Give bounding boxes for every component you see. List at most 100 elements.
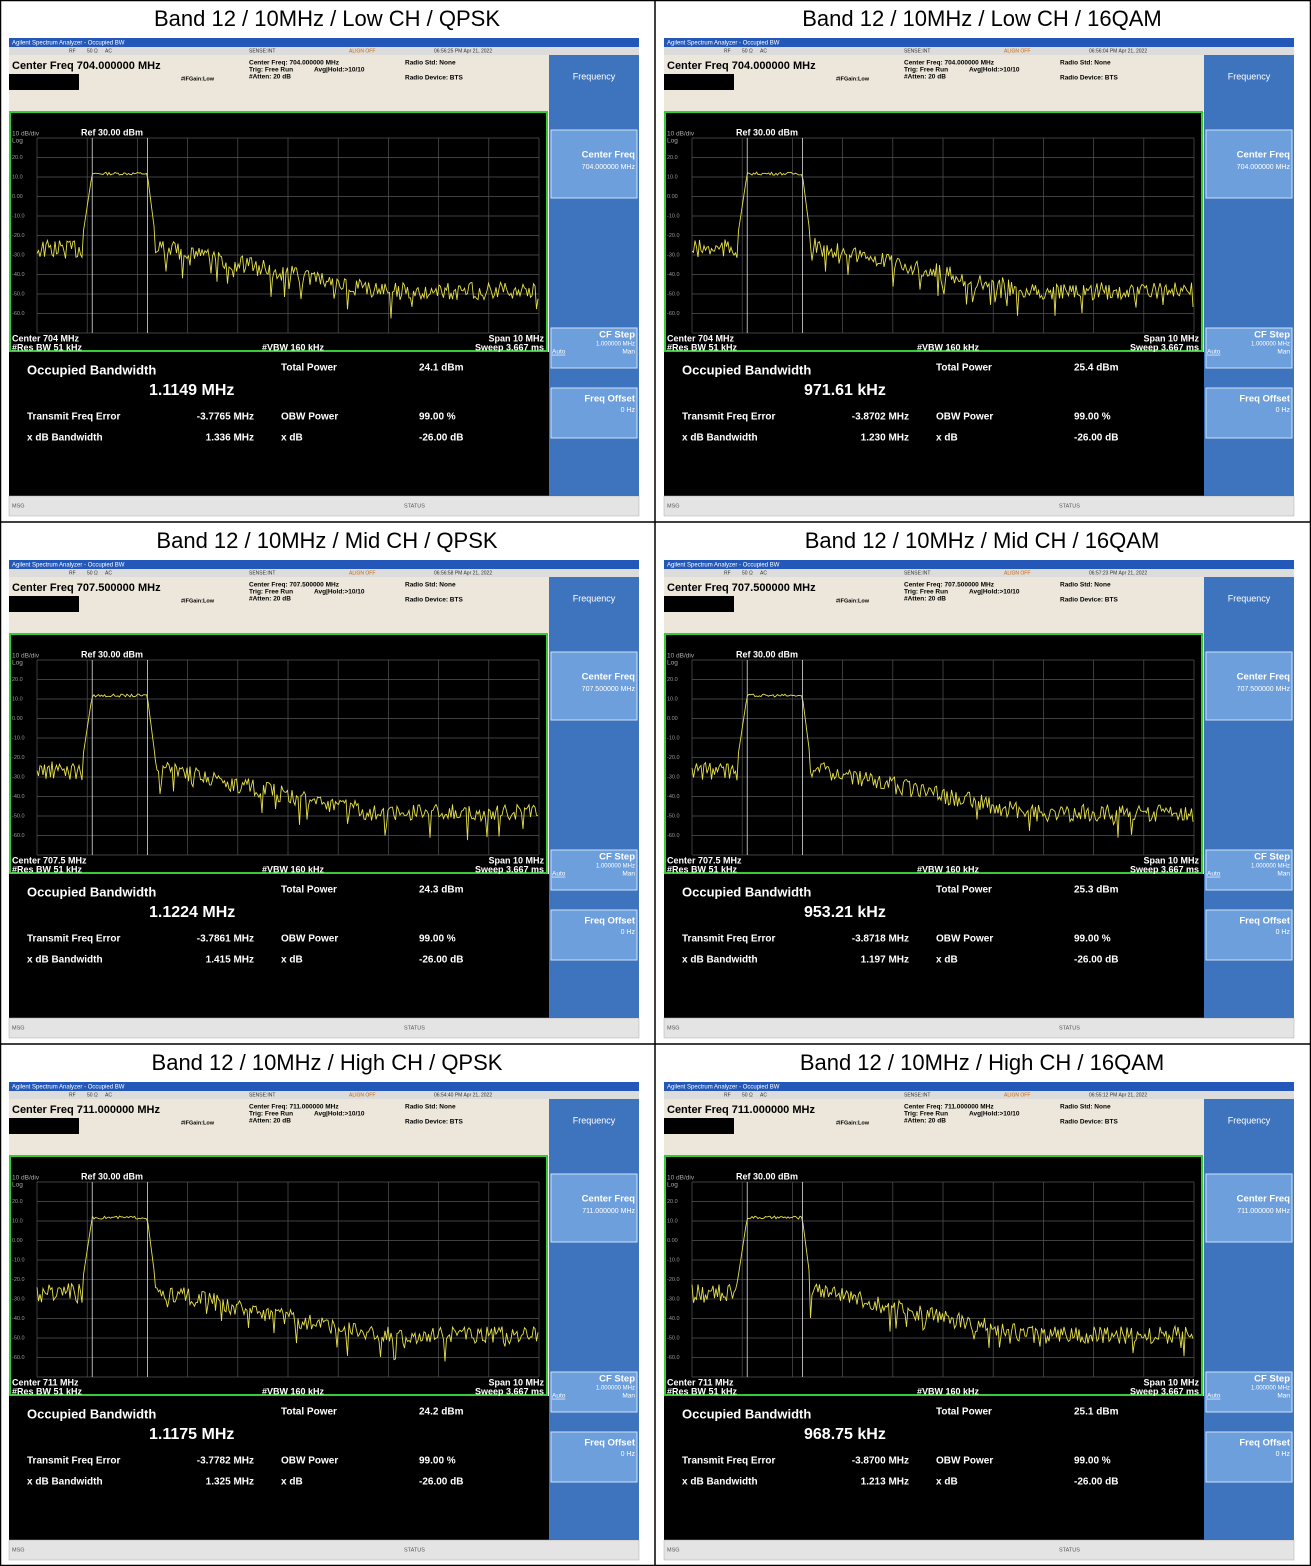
y-tick-label: 0.00 (12, 194, 23, 200)
softkey-freq-offset-value: 0 Hz (1276, 929, 1291, 936)
y-tick-label: 10.0 (12, 1218, 23, 1224)
obw-power-label: OBW Power (281, 1456, 338, 1467)
center-freq-entry (9, 74, 79, 90)
center-freq-entry (9, 596, 79, 612)
cell-caption: Band 12 / 10MHz / Mid CH / 16QAM (805, 528, 1160, 553)
align-label: ALIGN OFF (1004, 570, 1030, 576)
xdb-bw-label: x dB Bandwidth (27, 1477, 103, 1488)
ifgain-label: #IFGain:Low (836, 598, 870, 604)
y-tick-label: 20.0 (12, 155, 23, 161)
freq-error-label: Transmit Freq Error (682, 934, 775, 945)
msg-label: MSG (12, 1547, 25, 1553)
report-table: Band 12 / 10MHz / Low CH / QPSKAgilent S… (0, 0, 1311, 1566)
y-tick-label: -10.0 (12, 1257, 25, 1263)
xdb-bw-label: x dB Bandwidth (682, 1477, 758, 1488)
ifgain-label: #IFGain:Low (181, 598, 215, 604)
total-power-value: 24.1 dBm (419, 363, 464, 374)
xdb-label: x dB (936, 1477, 958, 1488)
freq-error-label: Transmit Freq Error (27, 1456, 120, 1467)
timestamp: 06:56:25 PM Apr 21, 2022 (434, 48, 492, 54)
freq-error-label: Transmit Freq Error (682, 412, 775, 423)
xdb-bw-label: x dB Bandwidth (27, 433, 103, 444)
scale-label: 10 dB/div (12, 131, 40, 138)
analyzer-screenshot: Agilent Spectrum Analyzer - Occupied BWR… (9, 38, 639, 516)
scale-label: 10 dB/div (12, 653, 40, 660)
softkey-freq-offset-value: 0 Hz (621, 407, 636, 414)
sweep-label: Sweep 3.667 ms (475, 1386, 544, 1396)
y-tick-label: -50.0 (667, 813, 680, 819)
softkey-freq-offset: Freq Offset (1239, 1438, 1291, 1449)
softkey-auto: Auto (1207, 871, 1221, 878)
radio-std: Radio Std: None (405, 60, 456, 67)
y-tick-label: -20.0 (12, 233, 25, 239)
total-power-label: Total Power (281, 885, 337, 896)
log-label: Log (12, 138, 23, 145)
xdb-bw-value: 1.197 MHz (861, 955, 909, 966)
atten-label: #Atten: 20 dB (249, 596, 291, 603)
trig-label: Trig: Free Run (249, 589, 293, 596)
vbw-label: #VBW 160 kHz (262, 864, 325, 874)
softkey-center-freq-value: 704.000000 MHz (1237, 164, 1291, 171)
softkey-menu: Frequency (573, 71, 616, 81)
xdb-value: -26.00 dB (419, 1477, 463, 1488)
sweep-label: Sweep 3.667 ms (475, 342, 544, 352)
occupied-bw-value: 1.1175 MHz (149, 1426, 234, 1443)
y-tick-label: -30.0 (667, 774, 680, 780)
softkey-freq-offset: Freq Offset (584, 1438, 636, 1449)
y-tick-label: 0.00 (667, 194, 678, 200)
xdb-value: -26.00 dB (1074, 433, 1118, 444)
softkey-center-freq-value: 707.500000 MHz (582, 686, 636, 693)
xdb-value: -26.00 dB (419, 955, 463, 966)
status-label: STATUS (1059, 1547, 1080, 1553)
center-freq-entry (664, 74, 734, 90)
softkey-man: Man (622, 871, 635, 878)
sweep-label: Sweep 3.667 ms (1130, 342, 1199, 352)
ref-label: Ref 30.00 dBm (736, 127, 798, 137)
msg-label: MSG (12, 503, 25, 509)
center-freq-entry (664, 1118, 734, 1134)
sense-label: SENSE:INT (249, 48, 275, 54)
xdb-label: x dB (281, 1477, 303, 1488)
log-label: Log (667, 138, 678, 145)
coupling-label: AC (105, 570, 112, 576)
total-power-value: 25.3 dBm (1074, 885, 1119, 896)
obw-power-label: OBW Power (936, 934, 993, 945)
freq-error-label: Transmit Freq Error (27, 934, 120, 945)
scale-label: 10 dB/div (12, 1175, 40, 1182)
y-tick-label: -40.0 (12, 272, 25, 278)
total-power-value: 24.3 dBm (419, 885, 464, 896)
softkey-cf-step-value: 1.000000 MHz (596, 864, 635, 870)
status-label: STATUS (404, 503, 425, 509)
softkey-center-freq: Center Freq (582, 150, 636, 161)
center-freq-label: Center Freq 707.500000 MHz (12, 582, 161, 594)
graph-panel (665, 634, 1202, 873)
y-tick-label: -60.0 (667, 1355, 680, 1361)
softkey-menu: Frequency (573, 1115, 616, 1125)
graph-panel (10, 112, 547, 351)
cell-caption: Band 12 / 10MHz / High CH / 16QAM (800, 1050, 1164, 1075)
y-tick-label: -40.0 (12, 1316, 25, 1322)
obw-power-value: 99.00 % (419, 412, 456, 423)
y-tick-label: -30.0 (12, 774, 25, 780)
vbw-label: #VBW 160 kHz (917, 342, 980, 352)
radio-std: Radio Std: None (405, 582, 456, 589)
cell-caption: Band 12 / 10MHz / Low CH / 16QAM (802, 6, 1162, 31)
ref-label: Ref 30.00 dBm (736, 1171, 798, 1181)
softkey-cf-step: CF Step (599, 1374, 635, 1385)
y-tick-label: 0.00 (12, 716, 23, 722)
status-label: STATUS (404, 1547, 425, 1553)
softkey-auto: Auto (552, 1393, 566, 1400)
trig-label: Trig: Free Run (904, 1111, 948, 1118)
softkey-cf-step: CF Step (599, 852, 635, 863)
softkey-man: Man (1277, 1393, 1290, 1400)
y-tick-label: 0.00 (12, 1238, 23, 1244)
y-tick-label: -50.0 (12, 291, 25, 297)
graph-panel (665, 1156, 1202, 1395)
total-power-label: Total Power (936, 885, 992, 896)
radio-std: Radio Std: None (1060, 582, 1111, 589)
avg-label: Avg|Hold:>10/10 (314, 1111, 365, 1118)
softkey-menu: Frequency (573, 593, 616, 603)
xdb-bw-label: x dB Bandwidth (27, 955, 103, 966)
softkey-center-freq-value: 704.000000 MHz (582, 164, 636, 171)
scale-label: 10 dB/div (667, 1175, 695, 1182)
